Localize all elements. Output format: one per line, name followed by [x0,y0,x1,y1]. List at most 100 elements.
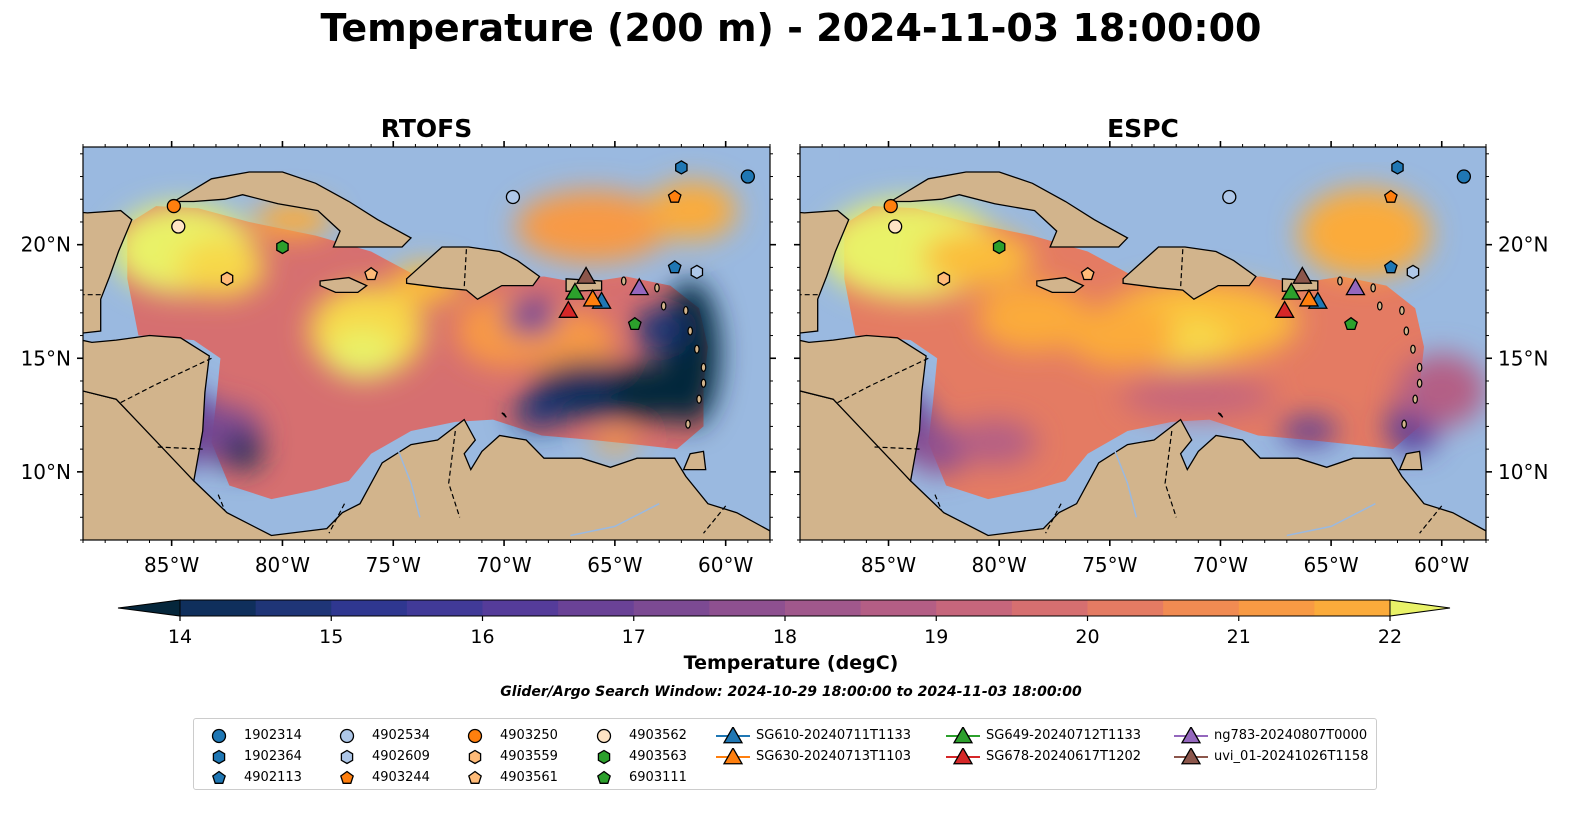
temperature-eddy [512,396,567,429]
land-polygon [800,334,927,483]
river [570,503,660,537]
land-polygon [171,171,413,248]
glider-SG649-20240712T1133 [564,282,586,300]
argo-float-1902314 [1456,169,1472,184]
island [1410,344,1416,354]
legend-swatch-icon [946,748,980,765]
legend-swatch-icon [212,770,226,784]
colorbar-tick-label: 20 [1075,626,1099,648]
river [397,448,421,518]
legend-label: 4903559 [500,749,558,764]
legend-swatch-icon [716,748,750,765]
island [654,283,660,293]
legend-marker [339,728,355,744]
colorbar-segment [936,600,1013,616]
legend-swatch-icon [1174,748,1208,765]
lat-tick-label: 15°N [1498,346,1548,370]
legend-label: 4903562 [629,728,687,743]
country-border [328,503,346,534]
legend-label: 1902364 [244,749,302,764]
temperature-colorbar: 14 15 16 17 18 19 20 21 22 [117,599,1451,648]
temperature-eddy [515,190,671,263]
argo-float-4902609 [1406,264,1420,280]
lon-tick-label: 70°W [1193,553,1248,577]
legend-marker [212,749,226,765]
glider-uvi_01-20241026T1158 [575,266,597,284]
land-polygon [83,209,133,334]
colorbar-segment [255,600,332,616]
argo-float-1902314 [740,169,755,184]
argo-float-4903563 [276,239,289,255]
legend-label: 4903244 [372,770,430,785]
river [1113,448,1138,518]
lon-tick-label: 75°W [1082,553,1137,577]
legend-label: 4903250 [500,728,558,743]
temperature-eddy [977,283,1088,352]
legend-marker [340,749,354,765]
land-polygon [1217,412,1224,418]
legend-swatch-icon [468,770,482,784]
land-polygon [682,450,707,471]
legend-marker [597,770,611,784]
colorbar-segment [180,600,257,616]
espc-domain-edge [839,147,1486,162]
legend-marker [467,728,483,744]
lon-tick-label: 85°W [144,553,199,577]
legend-label: 4903561 [500,770,558,785]
legend-marker [1180,727,1202,744]
legend-marker [596,728,612,744]
platform-markers [166,160,755,331]
argo-float-4903559 [220,271,234,287]
island [700,378,707,388]
country-border [1045,503,1062,534]
legend-marker [952,748,974,765]
legend-label: SG678-20240617T1202 [986,749,1142,764]
colorbar-segment [482,600,559,616]
country-border [703,505,727,534]
legend-swatch-icon [1174,727,1208,744]
map-frame [82,146,771,541]
island [685,419,691,429]
figure-title: Temperature (200 m) - 2024-11-03 18:00:0… [320,6,1262,50]
land-polygon [1398,450,1423,471]
panel-title: RTOFS [381,114,473,143]
colorbar-tick-label: 15 [319,626,343,648]
legend-swatch-icon [340,770,354,784]
legend-swatch-icon [716,727,750,744]
argo-float-1902364 [675,160,688,175]
legend-marker [952,727,974,744]
lat-tick-label: 20°N [1498,233,1548,257]
lon-tick-label: 80°W [972,553,1027,577]
legend-label: SG649-20240712T1133 [986,728,1142,743]
island [1376,301,1383,311]
search-window-note: Glider/Argo Search Window: 2024-10-29 18… [500,684,1082,700]
panel-title: ESPC [1107,114,1179,143]
temperature-eddy [1065,303,1177,368]
colorbar-segment [558,600,635,616]
land-polygon [1036,276,1085,294]
glider-SG630-20240713T1103 [582,288,603,307]
colorbar-tick-label: 17 [622,626,646,648]
glider-ng783-20240807T0000 [1345,277,1366,296]
legend-swatch-icon [946,727,980,744]
lon-tick-label: 80°W [255,553,310,577]
colorbar-label: Temperature (degC) [683,652,899,674]
temperature-eddy [222,433,263,470]
country-border [118,357,212,405]
lat-tick-label: 15°N [21,346,71,370]
lon-tick-label: 85°W [861,553,916,577]
legend-swatch-icon [340,749,354,765]
legend-label: uvi_01-20241026T1158 [1214,749,1369,764]
river [1286,503,1376,537]
country-border [1164,430,1177,518]
island [1412,394,1418,404]
temperature-eddy [632,308,686,350]
argo-float-6903111 [1344,316,1358,331]
legend-marker [211,728,227,744]
temperature-eddy [1297,187,1431,279]
island [1401,419,1407,429]
island [1337,276,1343,286]
island [1403,326,1410,336]
map-frame [799,146,1487,541]
